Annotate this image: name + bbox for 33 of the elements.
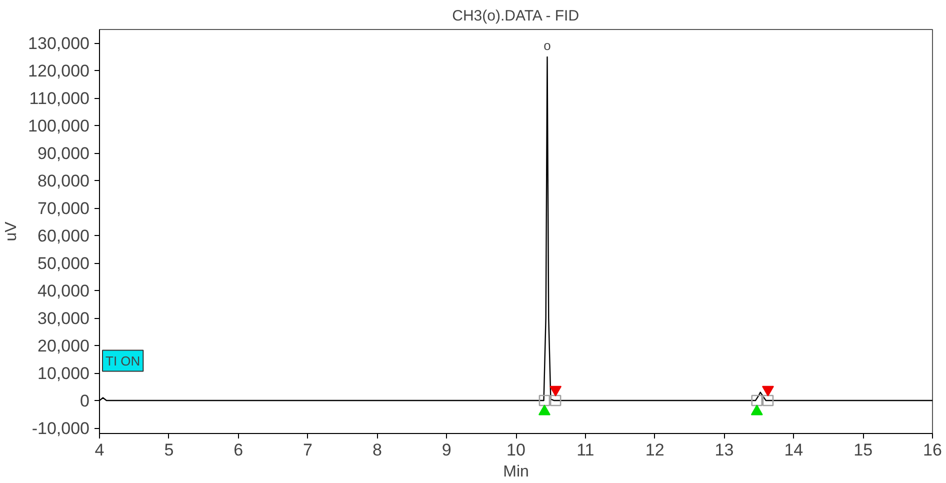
y-tick-label: 30,000 [38,309,90,328]
y-tick-label: 50,000 [38,254,90,274]
y-tick-label: -10,000 [32,419,90,438]
x-tick-label: 9 [442,440,452,460]
annotation: o [544,38,551,53]
y-tick-label: 100,000 [28,116,90,136]
y-tick-label: 120,000 [28,62,90,81]
chart-title: CH3(o).DATA - FID [452,8,580,24]
annotation: TI ON [106,353,140,368]
y-tick-label: 70,000 [38,199,90,218]
y-tick-label: 60,000 [38,226,90,246]
y-tick-label: 130,000 [28,34,90,54]
y-tick-label: 10,000 [38,364,90,384]
x-tick-label: 10 [506,440,526,460]
x-tick-label: 8 [372,440,382,460]
y-tick-label: 90,000 [38,144,90,164]
x-tick-label: 6 [234,440,244,460]
y-tick-label: 40,000 [38,282,90,301]
y-tick-label: 80,000 [38,172,90,191]
x-tick-label: 7 [303,440,312,460]
x-tick-label: 12 [645,440,664,460]
y-tick-label: 110,000 [29,89,90,108]
y-axis-title: uV [3,221,20,242]
x-axis-title: Min [503,464,529,480]
x-tick-label: 4 [94,440,104,460]
x-tick-label: 5 [164,440,174,460]
y-tick-label: 20,000 [38,336,90,356]
x-tick-label: 16 [923,440,942,460]
x-tick-label: 15 [854,440,873,460]
x-tick-label: 14 [784,440,804,460]
x-tick-label: 13 [714,440,734,460]
y-tick-label: 0 [80,392,90,411]
x-tick-label: 11 [576,440,594,460]
